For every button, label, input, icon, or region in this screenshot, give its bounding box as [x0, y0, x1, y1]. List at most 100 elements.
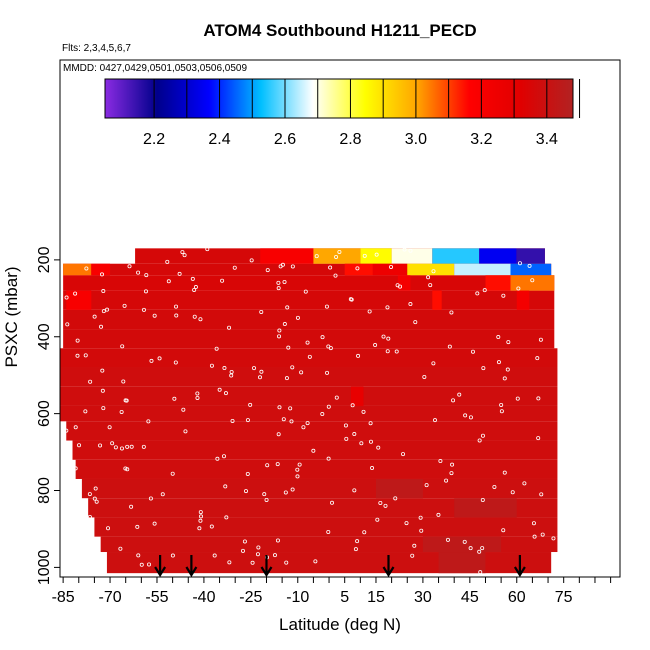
sample-point — [139, 562, 144, 567]
sample-point — [143, 289, 148, 294]
sample-point — [517, 261, 522, 266]
sample-point — [141, 307, 146, 312]
sample-point — [209, 524, 214, 529]
sample-point — [408, 248, 413, 253]
sample-point — [349, 297, 354, 302]
sample-point — [539, 492, 544, 497]
sample-point — [183, 429, 188, 434]
sample-point — [445, 537, 450, 542]
x-tick-label: -40 — [192, 589, 215, 606]
sample-point — [376, 445, 381, 450]
sample-point — [172, 396, 177, 401]
sample-point — [398, 284, 403, 289]
sample-point — [432, 418, 437, 423]
sample-point — [401, 452, 406, 457]
sample-point — [527, 263, 532, 268]
sample-point — [361, 409, 366, 414]
sample-point — [299, 370, 304, 375]
sample-point — [328, 346, 333, 351]
heatmap-band — [66, 421, 558, 441]
sample-point — [412, 543, 417, 548]
colorbar-tick-label: 3.4 — [536, 131, 558, 148]
sample-points — [64, 247, 556, 575]
sample-point — [428, 283, 433, 288]
sample-point — [385, 305, 390, 310]
sample-point — [449, 471, 454, 476]
sample-point — [540, 532, 545, 537]
sample-point — [123, 398, 128, 403]
heatmap-band — [63, 309, 555, 330]
sample-point — [198, 510, 203, 515]
sample-point — [87, 492, 92, 497]
sample-point — [538, 337, 543, 342]
sample-point — [160, 492, 165, 497]
sample-point — [499, 402, 504, 407]
sample-point — [230, 418, 235, 423]
sample-point — [119, 446, 124, 451]
sample-point — [157, 356, 162, 361]
sample-point — [165, 259, 170, 264]
dates-label: MMDD: 0427,0429,0501,0503,0506,0509 — [63, 63, 247, 74]
sample-point — [311, 448, 316, 453]
sample-point — [447, 344, 452, 349]
sample-point — [281, 417, 286, 422]
heatmap-cell — [422, 536, 502, 553]
sample-point — [173, 360, 178, 365]
sample-point — [100, 388, 105, 393]
sample-point — [255, 552, 260, 557]
sample-point — [64, 428, 69, 433]
sample-point — [402, 247, 407, 252]
sample-point — [386, 336, 391, 341]
sample-point — [314, 254, 319, 259]
heatmap-band — [60, 367, 558, 387]
x-axis: -85 -70 -55 -40 -25 -10 5 15 30 45 60 75 — [52, 577, 612, 606]
sample-point — [209, 363, 214, 368]
sample-point — [220, 278, 225, 283]
sample-point — [212, 553, 217, 558]
sample-point — [480, 546, 485, 551]
sample-point — [515, 396, 520, 401]
sample-point — [276, 286, 281, 291]
x-tick-label: 45 — [461, 589, 479, 606]
sample-point — [368, 421, 373, 426]
sample-point — [135, 524, 140, 529]
sample-point — [75, 353, 80, 358]
sample-point — [73, 425, 78, 430]
colorbar-tick-label: 3.2 — [470, 131, 492, 148]
x-tick-label: 75 — [555, 589, 573, 606]
heatmap-band — [94, 517, 558, 537]
sample-point — [127, 264, 132, 269]
sample-point — [92, 314, 97, 319]
sample-point — [144, 273, 149, 278]
sample-point — [248, 402, 253, 407]
sample-point — [98, 443, 103, 448]
sample-point — [147, 562, 152, 567]
sample-point — [166, 279, 171, 284]
sample-point — [436, 512, 441, 517]
x-tick-label: -25 — [239, 589, 262, 606]
sample-point — [284, 376, 289, 381]
x-tick-label: 15 — [367, 589, 385, 606]
sample-point — [141, 444, 146, 449]
sample-point — [413, 320, 418, 325]
sample-point — [75, 338, 80, 343]
x-tick-label: -70 — [98, 589, 121, 606]
sample-point — [123, 466, 128, 471]
sample-point — [99, 272, 104, 277]
sample-point — [99, 324, 104, 329]
heatmap-cell — [510, 263, 552, 276]
sample-point — [146, 419, 151, 424]
sample-point — [295, 467, 300, 472]
sample-point — [531, 521, 536, 526]
sample-point — [381, 334, 386, 339]
heatmap-band — [63, 275, 555, 291]
sample-point — [129, 504, 134, 509]
heatmap-cell — [63, 263, 92, 276]
sample-point — [174, 304, 179, 309]
colorbar-gradient — [104, 78, 574, 119]
sample-point — [64, 295, 69, 300]
sample-point — [480, 433, 485, 438]
heatmap-cell — [485, 275, 511, 291]
sample-point — [205, 247, 210, 252]
sample-point — [177, 271, 182, 276]
